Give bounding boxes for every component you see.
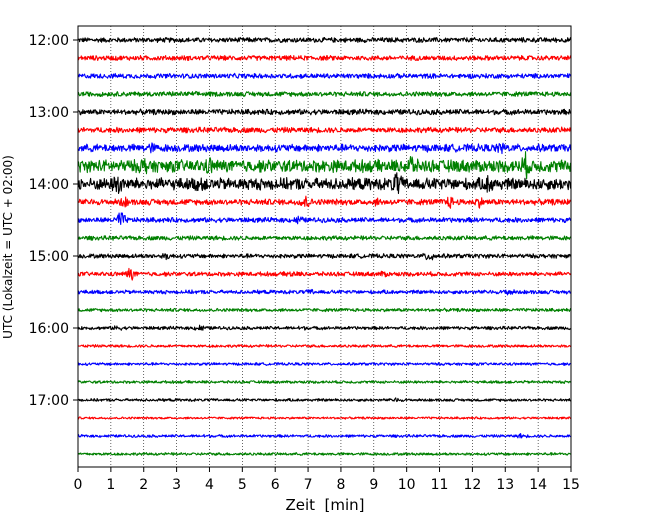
seismic-trace — [78, 108, 571, 116]
x-tick-label: 0 — [74, 477, 83, 493]
seismic-trace — [78, 90, 571, 98]
x-tick-label: 1 — [106, 477, 115, 493]
seismic-trace — [78, 142, 571, 155]
y-tick-label: 13:00 — [29, 105, 69, 121]
seismic-trace — [78, 397, 571, 403]
seismic-trace — [78, 54, 571, 62]
y-tick-label: 17:00 — [29, 393, 69, 409]
seismic-trace — [78, 379, 571, 384]
x-tick-label: 12 — [463, 477, 481, 493]
seismic-trace — [78, 151, 571, 180]
x-tick-label: 2 — [139, 477, 148, 493]
seismic-trace — [78, 172, 571, 195]
y-tick-label: 15:00 — [29, 249, 69, 265]
x-tick-label: 13 — [496, 477, 514, 493]
seismic-trace — [78, 267, 571, 281]
x-tick-label: 4 — [205, 477, 214, 493]
x-tick-label: 11 — [431, 477, 449, 493]
seismic-trace — [78, 195, 571, 209]
x-tick-label: 5 — [238, 477, 247, 493]
seismic-trace — [78, 36, 571, 44]
seismic-trace — [78, 361, 571, 367]
seismic-trace — [78, 451, 571, 456]
seismic-traces — [78, 36, 571, 456]
seismic-trace — [78, 126, 571, 134]
y-tick-label: 12:00 — [29, 33, 69, 49]
y-axis-label: UTC (Lokalzeit = UTC + 02:00) — [1, 155, 15, 339]
seismic-trace — [78, 72, 571, 80]
seismic-trace — [78, 307, 571, 313]
x-tick-label: 15 — [562, 477, 580, 493]
plot-frame — [77, 25, 572, 468]
seismic-trace — [78, 288, 571, 296]
x-tick-label: 8 — [336, 477, 345, 493]
x-tick-label: 6 — [271, 477, 280, 493]
y-axis-ticks: 12:00 13:00 14:00 15:00 16:00 17:00 — [29, 33, 78, 409]
seismic-trace — [78, 252, 571, 261]
y-tick-label: 16:00 — [29, 321, 69, 337]
plot-background — [78, 26, 571, 467]
x-tick-label: 9 — [369, 477, 378, 493]
seismic-trace — [78, 343, 571, 348]
x-tick-label: 10 — [398, 477, 416, 493]
seismic-trace — [78, 235, 571, 241]
x-axis-ticks: 0 1 2 3 4 5 6 7 8 9 10 11 12 13 14 15 — [74, 467, 580, 493]
seismic-trace — [78, 324, 571, 331]
seismic-trace — [78, 212, 571, 226]
seismic-trace — [78, 416, 571, 420]
seismic-trace — [78, 432, 571, 439]
x-tick-label: 14 — [529, 477, 547, 493]
x-axis-label: Zeit [min] — [285, 496, 364, 514]
x-tick-label: 3 — [172, 477, 181, 493]
x-tick-label: 7 — [304, 477, 313, 493]
y-tick-label: 14:00 — [29, 177, 69, 193]
